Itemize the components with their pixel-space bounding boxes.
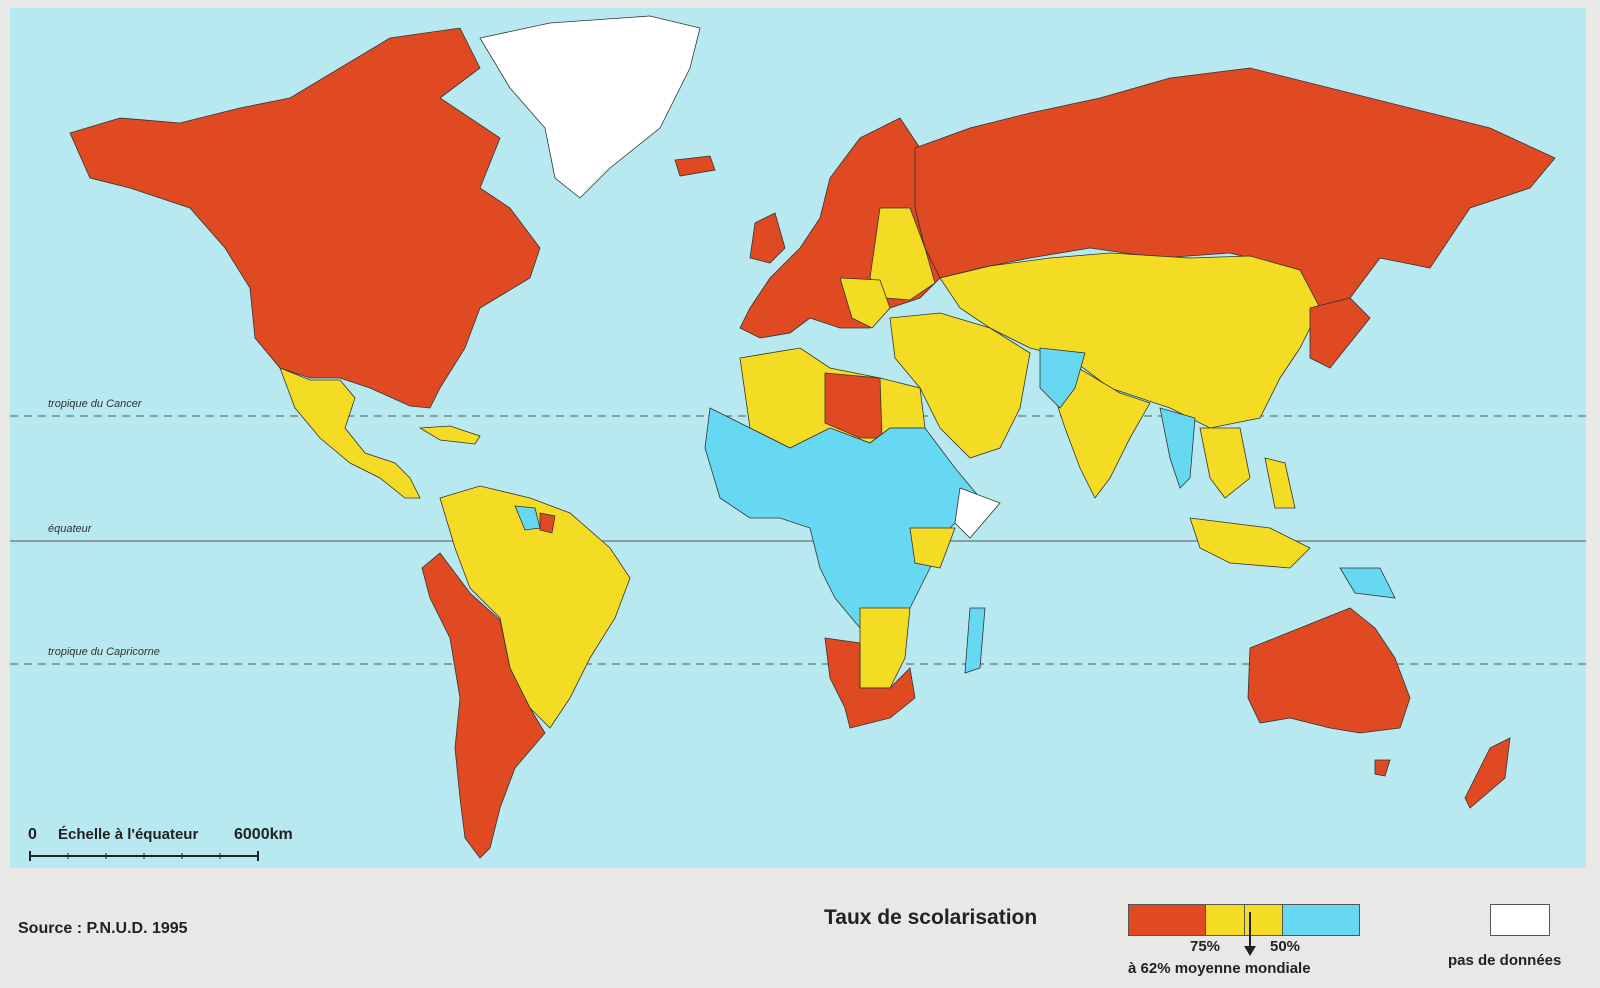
legend-swatch-high [1129,905,1206,935]
legend-swatch-low [1283,905,1359,935]
mean-arrow-icon [1244,912,1256,956]
caribbean [418,425,481,445]
indonesia [1189,517,1311,569]
madagascar [964,607,986,674]
pakistan-afghanistan [1039,347,1086,409]
east-africa-yellow [909,527,956,569]
north-america [69,27,541,409]
central-asia-china [939,252,1321,429]
middle-east [889,312,1031,459]
new-zealand [1464,737,1511,809]
source-label: Source : P.N.U.D. 1995 [18,920,188,937]
balkans [839,277,891,329]
legend-label-no-data: pas de données [1448,952,1562,969]
australia [1247,607,1411,734]
legend-label-mean: à 62% moyenne mondiale [1128,960,1311,977]
scale-label: Échelle à l'équateur [58,826,199,843]
scale-ruler [29,851,259,861]
scale-bar: 0 Échelle à l'équateur 6000km [28,826,293,868]
legend-swatch-medium-high [1205,905,1245,935]
legend-label-50: 50% [1270,938,1301,955]
mexico-central-america [279,367,421,499]
indochina [1199,427,1251,499]
southeast-asia-blue [1159,407,1196,489]
west-central-africa-blue [704,407,981,629]
scale-end: 6000km [234,826,293,843]
legend-swatch-no-data [1490,904,1550,936]
new-guinea [1339,567,1396,599]
legend-footer [0,868,1600,988]
legend-label-75: 75% [1190,938,1221,955]
greenland [479,15,701,199]
libya [824,372,883,439]
south-america-red [421,552,546,859]
french-guiana [539,512,556,534]
india [1054,362,1151,499]
tropic-capricorn-label: tropique du Capricorne [48,646,160,658]
philippines [1264,457,1296,509]
iceland [674,155,716,177]
south-america-yellow [439,485,631,729]
world-map-canvas [10,8,1586,868]
legend-color-bar [1128,904,1360,936]
somalia [954,487,1001,539]
tasmania [1374,759,1391,777]
uk-ireland [749,212,786,264]
world-map: tropique du Cancer équateur tropique du … [10,8,1586,868]
equator-label: équateur [48,523,92,535]
southern-africa-red [824,637,916,729]
legend-title: Taux de scolarisation [824,906,1038,929]
scale-start: 0 [28,826,37,843]
tropic-cancer-label: tropique du Cancer [48,398,142,410]
korea-japan [1309,297,1371,369]
